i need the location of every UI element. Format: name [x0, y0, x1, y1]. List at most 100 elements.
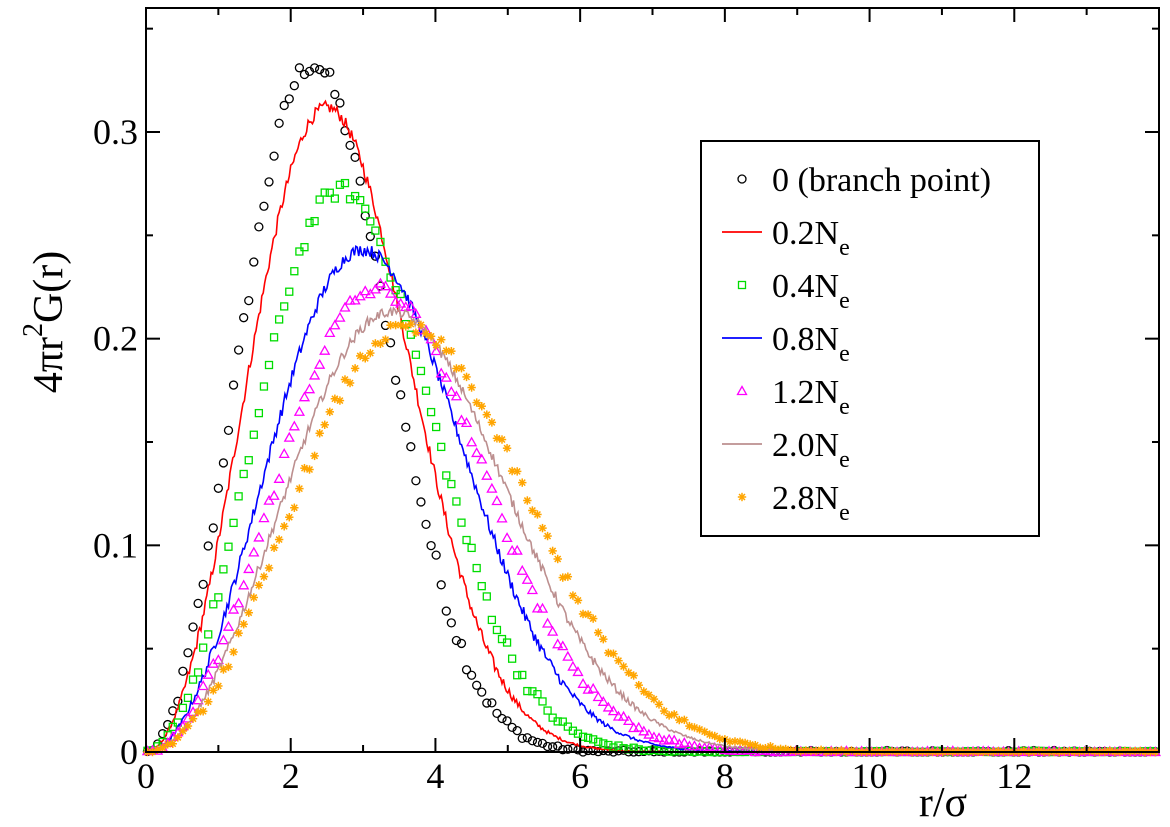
data-point — [491, 495, 503, 506]
data-point — [457, 363, 466, 373]
data-point — [406, 319, 416, 329]
data-point — [633, 721, 645, 732]
data-point — [264, 563, 274, 573]
data-point — [390, 295, 402, 306]
data-point — [280, 522, 289, 531]
legend-label: 2.0Ne — [772, 427, 850, 473]
legend-label-main: 2.8N — [772, 480, 839, 517]
data-point — [364, 288, 376, 299]
data-point — [435, 367, 447, 378]
legend-entry-5: 2.0Ne — [722, 427, 850, 473]
data-point — [279, 100, 289, 111]
data-point — [447, 479, 456, 489]
data-point — [472, 398, 481, 407]
y-tick-label: 0.1 — [93, 525, 138, 565]
data-point — [228, 380, 239, 390]
data-point — [654, 700, 664, 709]
data-point — [224, 662, 233, 672]
data-point — [766, 742, 775, 751]
data-point — [224, 542, 233, 551]
data-point — [334, 311, 346, 322]
data-point — [198, 707, 208, 716]
data-point — [305, 218, 314, 227]
data-point — [594, 628, 603, 637]
data-point — [523, 496, 532, 505]
legend-label: 0.4Ne — [772, 268, 850, 314]
data-point — [384, 287, 397, 298]
y-axis-label: 4πr2G(r) — [18, 251, 72, 394]
legend-label-main: 0 (branch point) — [772, 162, 991, 199]
data-point — [314, 358, 326, 369]
data-point — [411, 350, 421, 359]
data-point — [558, 745, 568, 755]
data-point — [411, 328, 421, 337]
data-point — [663, 733, 675, 744]
data-point — [487, 698, 497, 708]
data-point — [254, 408, 264, 418]
legend-label-main: 0.2N — [772, 215, 839, 252]
data-point — [253, 531, 265, 542]
data-point — [315, 429, 324, 438]
data-point — [239, 313, 249, 323]
data-point — [668, 734, 680, 745]
data-point — [558, 717, 567, 726]
data-point — [233, 345, 244, 355]
data-point — [273, 473, 285, 483]
data-point — [583, 745, 593, 756]
y-tick-label: 0 — [120, 732, 138, 772]
data-point — [735, 737, 745, 747]
data-point — [254, 581, 264, 590]
data-point — [310, 216, 319, 226]
data-point — [376, 237, 385, 247]
data-point — [447, 346, 456, 356]
data-point — [477, 581, 486, 591]
data-point — [217, 634, 230, 645]
data-point — [588, 614, 598, 623]
data-point — [396, 390, 406, 400]
data-point — [528, 506, 537, 515]
data-point — [523, 686, 532, 696]
data-point — [197, 680, 209, 691]
y-axis-label-superscript: 2 — [18, 323, 49, 337]
data-point — [557, 640, 569, 651]
data-point — [299, 69, 310, 80]
ticks-layer — [145, 8, 1159, 753]
data-point — [487, 418, 497, 427]
data-point — [335, 98, 345, 108]
data-point — [578, 732, 588, 741]
data-point — [502, 716, 512, 726]
legend-marker-swatch — [737, 174, 747, 184]
data-point — [623, 715, 635, 726]
legend-entry-3: 0.8Ne — [722, 321, 850, 367]
data-point — [431, 340, 441, 350]
legend: 0 (branch point)0.2Ne0.4Ne0.8Ne1.2Ne2.0N… — [700, 140, 1040, 537]
data-point — [320, 420, 329, 429]
data-point — [354, 290, 366, 301]
data-point — [356, 196, 365, 205]
data-point — [416, 320, 426, 330]
data-point — [594, 737, 603, 746]
data-point — [553, 554, 562, 564]
data-point — [471, 447, 483, 458]
legend-entry-1: 0.2Ne — [722, 215, 850, 261]
legend-label-main: 1.2N — [772, 374, 839, 411]
data-point — [244, 608, 253, 617]
data-point — [209, 600, 218, 609]
data-point — [295, 484, 304, 493]
data-point — [193, 668, 203, 677]
data-point — [325, 407, 334, 417]
data-point — [638, 725, 650, 736]
data-point — [482, 592, 491, 601]
data-point — [290, 503, 299, 512]
data-point — [370, 251, 381, 261]
data-point — [497, 713, 507, 724]
data-point — [426, 332, 436, 341]
data-point — [607, 705, 620, 716]
data-point — [497, 435, 507, 444]
data-point — [202, 668, 214, 679]
data-point — [406, 442, 416, 452]
data-point — [533, 510, 542, 519]
data-point — [188, 714, 198, 723]
y-axis-label-tail: G(r) — [26, 251, 72, 323]
